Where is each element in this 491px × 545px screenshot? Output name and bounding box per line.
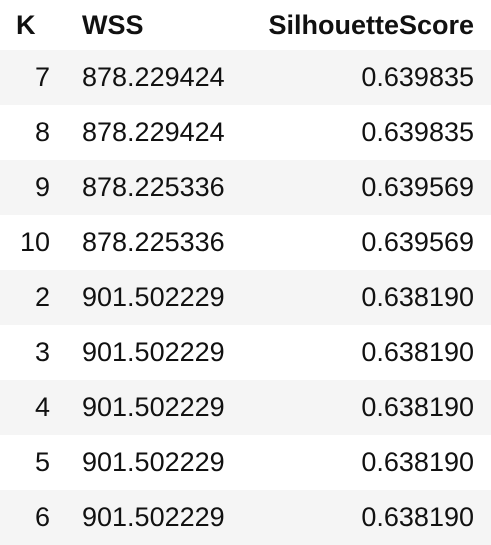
k-cell: 9 [34,172,50,202]
wss-cell: 878.225336 [82,227,225,257]
k-cell: 6 [34,502,50,532]
wss-cell: 878.229424 [82,62,225,92]
wss-cell: 878.229424 [82,117,225,147]
silhouette-score-cell: 0.638190 [361,337,474,367]
column-header-k: K [16,9,36,40]
table-row: 8 878.229424 0.639835 [0,105,491,160]
wss-cell: 901.502229 [82,392,225,422]
column-header-wss: WSS [82,9,144,40]
silhouette-score-cell: 0.639835 [361,117,474,147]
table-row: 9 878.225336 0.639569 [0,160,491,215]
silhouette-score-cell: 0.639569 [361,227,474,257]
k-cell: 8 [34,117,50,147]
wss-cell: 901.502229 [82,282,225,312]
column-header-silhouette-score: SilhouetteScore [268,9,474,40]
k-cell: 2 [34,282,50,312]
table-row: 4 901.502229 0.638190 [0,380,491,435]
table-row: 6 901.502229 0.638190 [0,490,491,545]
silhouette-score-cell: 0.638190 [361,502,474,532]
k-cell: 4 [34,392,50,422]
table-row: 2 901.502229 0.638190 [0,270,491,325]
silhouette-score-cell: 0.639835 [361,62,474,92]
wss-cell: 878.225336 [82,172,225,202]
wss-cell: 901.502229 [82,447,225,477]
wss-cell: 901.502229 [82,337,225,367]
silhouette-score-cell: 0.638190 [361,282,474,312]
silhouette-score-cell: 0.639569 [361,172,474,202]
k-cell: 5 [34,447,50,477]
table-row: 10 878.225336 0.639569 [0,215,491,270]
wss-cell: 901.502229 [82,502,225,532]
table-row: 5 901.502229 0.638190 [0,435,491,490]
table-row: 3 901.502229 0.638190 [0,325,491,380]
table-header-row: K WSS SilhouetteScore [0,0,491,50]
k-cell: 10 [19,227,50,257]
table-row: 7 878.229424 0.639835 [0,50,491,105]
k-cell: 3 [34,337,50,367]
silhouette-score-cell: 0.638190 [361,447,474,477]
k-cell: 7 [34,62,50,92]
silhouette-score-cell: 0.638190 [361,392,474,422]
